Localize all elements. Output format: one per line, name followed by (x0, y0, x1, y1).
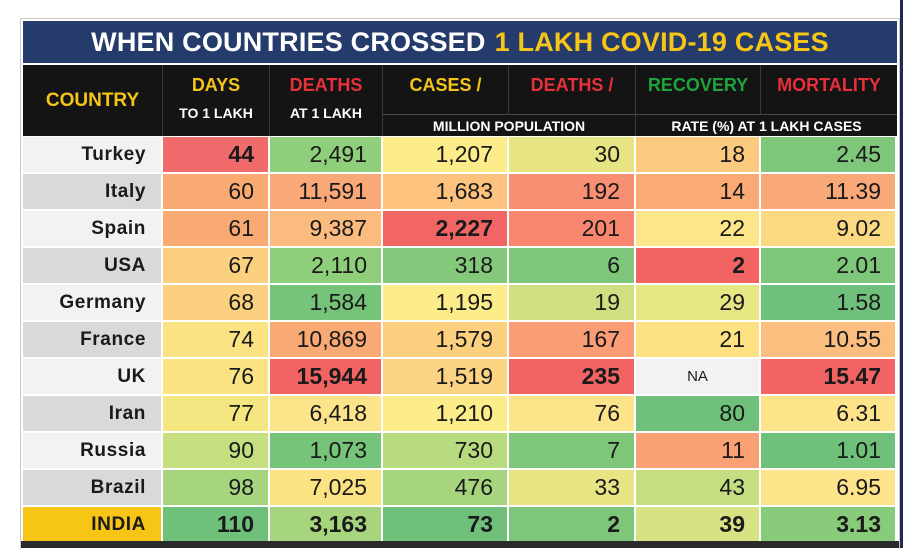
table-cell-days: 67 (163, 248, 270, 285)
frame-right-edge (900, 0, 903, 548)
table-cell-deaths-pm: 76 (509, 396, 636, 433)
table-cell-mortality: 11.39 (761, 174, 897, 211)
table-cell-deaths: 2,110 (270, 248, 383, 285)
table-cell-days: 110 (163, 507, 270, 544)
header-days-sub: TO 1 LAKH (179, 105, 253, 121)
country-cell: Brazil (23, 470, 163, 507)
table-cell-cases-pm: 1,195 (383, 285, 509, 322)
table-cell-days: 76 (163, 359, 270, 396)
table-cell-days: 60 (163, 174, 270, 211)
covid-table-card: WHEN COUNTRIES CROSSED 1 LAKH COVID-19 C… (20, 18, 900, 549)
table-cell-deaths-pm: 6 (509, 248, 636, 285)
country-cell: USA (23, 248, 163, 285)
table-cell-recovery: 2 (636, 248, 761, 285)
table-cell-recovery: 80 (636, 396, 761, 433)
frame-bottom-edge (21, 541, 899, 548)
table-cell-days: 68 (163, 285, 270, 322)
table-cell-recovery: 22 (636, 211, 761, 248)
country-cell: Spain (23, 211, 163, 248)
table-cell-deaths: 1,073 (270, 433, 383, 470)
table-cell-days: 74 (163, 322, 270, 359)
table-cell-cases-pm: 1,210 (383, 396, 509, 433)
table-cell-cases-pm: 1,519 (383, 359, 509, 396)
table-cell-recovery: NA (636, 359, 761, 396)
table-cell-deaths: 2,491 (270, 137, 383, 174)
table-cell-mortality: 6.31 (761, 396, 897, 433)
table-cell-mortality: 10.55 (761, 322, 897, 359)
table-cell-days: 77 (163, 396, 270, 433)
table-cell-days: 90 (163, 433, 270, 470)
table-cell-recovery: 11 (636, 433, 761, 470)
table-cell-recovery: 39 (636, 507, 761, 544)
table-cell-deaths-pm: 201 (509, 211, 636, 248)
header-country: COUNTRY (23, 65, 163, 136)
table-cell-deaths-pm: 7 (509, 433, 636, 470)
table-cell-recovery: 29 (636, 285, 761, 322)
header-recovery-label: RECOVERY (647, 75, 749, 95)
table-cell-deaths-pm: 30 (509, 137, 636, 174)
table-cell-cases-pm: 1,207 (383, 137, 509, 174)
table-cell-deaths: 11,591 (270, 174, 383, 211)
table-cell-days: 98 (163, 470, 270, 507)
header-deaths-sub: AT 1 LAKH (289, 105, 363, 121)
table-cell-recovery: 14 (636, 174, 761, 211)
chart-title: WHEN COUNTRIES CROSSED 1 LAKH COVID-19 C… (23, 21, 897, 63)
title-highlight: 1 LAKH COVID-19 CASES (494, 26, 829, 57)
table-cell-recovery: 21 (636, 322, 761, 359)
table-cell-recovery: 43 (636, 470, 761, 507)
table-cell-days: 61 (163, 211, 270, 248)
country-cell: Italy (23, 174, 163, 211)
table-cell-cases-pm: 73 (383, 507, 509, 544)
table-cell-deaths: 15,944 (270, 359, 383, 396)
table-cell-cases-pm: 318 (383, 248, 509, 285)
table-cell-deaths-pm: 33 (509, 470, 636, 507)
table-cell-mortality: 2.01 (761, 248, 897, 285)
table-cell-cases-pm: 476 (383, 470, 509, 507)
table-cell-mortality: 1.01 (761, 433, 897, 470)
table-cell-deaths-pm: 192 (509, 174, 636, 211)
table-cell-cases-pm: 730 (383, 433, 509, 470)
country-cell: Iran (23, 396, 163, 433)
table-cell-cases-pm: 1,683 (383, 174, 509, 211)
table-cell-deaths-pm: 19 (509, 285, 636, 322)
table-cell-mortality: 6.95 (761, 470, 897, 507)
table-cell-mortality: 15.47 (761, 359, 897, 396)
table-cell-deaths-pm: 167 (509, 322, 636, 359)
table-cell-deaths-pm: 235 (509, 359, 636, 396)
table-cell-deaths: 3,163 (270, 507, 383, 544)
title-prefix: WHEN COUNTRIES CROSSED (91, 26, 486, 57)
table-cell-deaths: 9,387 (270, 211, 383, 248)
table-cell-recovery: 18 (636, 137, 761, 174)
country-cell: Turkey (23, 137, 163, 174)
header-cases-pm-label: CASES / (409, 75, 482, 95)
table-cell-deaths: 1,584 (270, 285, 383, 322)
table-cell-mortality: 9.02 (761, 211, 897, 248)
table-cell-cases-pm: 2,227 (383, 211, 509, 248)
table-cell-deaths-pm: 2 (509, 507, 636, 544)
header-days: DAYS TO 1 LAKH (163, 65, 270, 136)
table-cell-deaths: 10,869 (270, 322, 383, 359)
table-cell-mortality: 1.58 (761, 285, 897, 322)
table-cell-deaths: 7,025 (270, 470, 383, 507)
header-deaths-pm-label: DEATHS / (530, 75, 614, 95)
header-per-million-sub: MILLION POPULATION (383, 114, 636, 136)
country-cell: France (23, 322, 163, 359)
country-cell: Germany (23, 285, 163, 322)
table-cell-cases-pm: 1,579 (383, 322, 509, 359)
header-deaths: DEATHS AT 1 LAKH (270, 65, 383, 136)
country-cell: INDIA (23, 507, 163, 544)
table-cell-deaths: 6,418 (270, 396, 383, 433)
header-days-label: DAYS (191, 75, 241, 95)
header-mortality-label: MORTALITY (777, 75, 881, 95)
header-rate-sub: RATE (%) AT 1 LAKH CASES (636, 114, 897, 136)
header-deaths-label: DEATHS (289, 75, 363, 95)
country-cell: UK (23, 359, 163, 396)
header-country-label: COUNTRY (45, 90, 140, 111)
table-cell-mortality: 2.45 (761, 137, 897, 174)
table-cell-mortality: 3.13 (761, 507, 897, 544)
table-cell-days: 44 (163, 137, 270, 174)
country-cell: Russia (23, 433, 163, 470)
